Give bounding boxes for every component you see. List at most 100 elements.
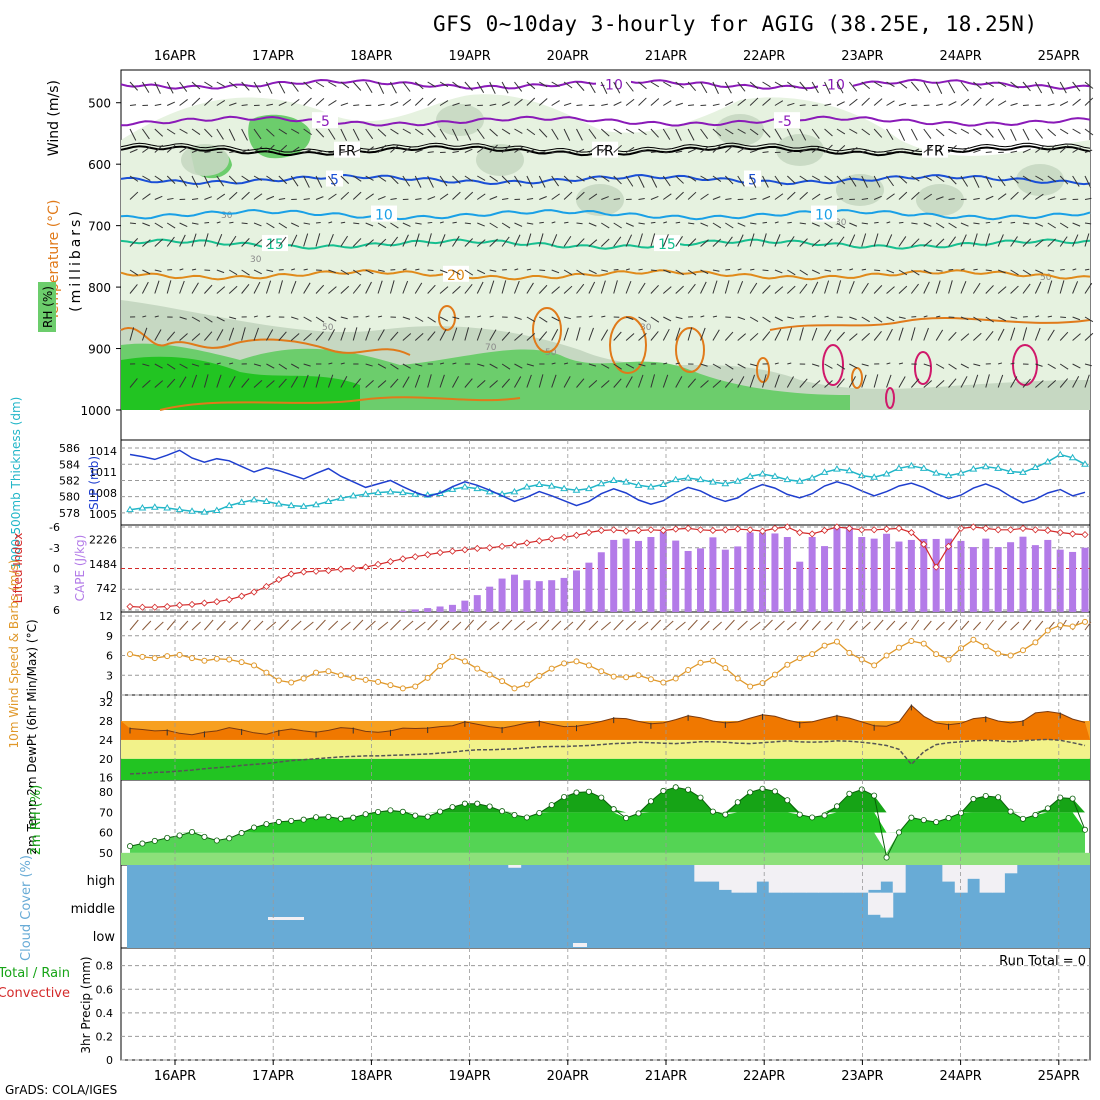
thickness-point [361, 490, 370, 497]
wind-barb [166, 363, 176, 370]
wind-barb [241, 191, 250, 200]
thickness-point [535, 480, 544, 488]
wind-barb [588, 175, 597, 181]
wind-barb [972, 175, 980, 188]
wind-barb [563, 327, 569, 341]
wind-barb [278, 144, 288, 153]
wind-barb [501, 378, 511, 388]
wind-barb [625, 280, 632, 294]
wind-speed-point [846, 649, 853, 656]
wind-barb [762, 374, 767, 388]
wind-barb [923, 239, 933, 247]
wind-barb [154, 363, 163, 369]
wind-barb [377, 222, 387, 229]
wind-barb [315, 128, 325, 138]
wind-barb [154, 103, 162, 106]
wind-barb [390, 128, 399, 135]
cape-bar [907, 539, 915, 612]
wind-barb [724, 175, 734, 185]
wind-barb [997, 128, 1006, 141]
wind-barb [948, 331, 957, 341]
wind-barb [687, 269, 697, 276]
wind-barb [638, 97, 647, 106]
thickness-point [510, 487, 519, 495]
wind-barb [229, 102, 237, 106]
cape-bar [535, 581, 543, 612]
wind-barb [935, 175, 945, 183]
rh-point [697, 794, 704, 801]
wind-barb [340, 362, 345, 365]
wind-barb [638, 128, 647, 136]
rh-point [871, 792, 878, 799]
thickness-point [597, 479, 606, 487]
wind-barb [811, 146, 821, 153]
wind10m-barb [166, 619, 176, 631]
wind-barb [439, 128, 448, 140]
temperature-contour-ring-30 [822, 344, 844, 386]
wind-speed-point [424, 674, 431, 681]
cape-bar [845, 526, 853, 612]
wind-barb [266, 238, 275, 247]
wind-barb [526, 175, 534, 188]
wind-barb [1072, 281, 1079, 294]
wind-barb [898, 191, 908, 200]
wind-speed-point [127, 651, 133, 658]
cloud-cell [508, 865, 522, 868]
wind-speed-point [672, 675, 679, 682]
wind-barb [538, 98, 548, 106]
wind-barb [1059, 236, 1068, 247]
wind-barb [166, 128, 176, 135]
wind-barb [191, 222, 199, 225]
wind-barb [1084, 222, 1092, 225]
top-date-label: 21APR [645, 49, 687, 64]
wind-barb [588, 128, 597, 140]
wind-barb [142, 175, 151, 181]
li-point [498, 542, 506, 550]
wind-barb [1084, 282, 1093, 294]
wind-barb [1059, 101, 1069, 106]
wind-barb [377, 329, 385, 341]
wind-barb [811, 222, 820, 227]
wind-barb [601, 103, 608, 106]
wind-barb [985, 195, 994, 200]
wind-barb [613, 280, 618, 294]
wind-barb [179, 222, 188, 228]
wind-barb [935, 128, 945, 137]
wind-barb [526, 128, 536, 136]
cape-bar [759, 532, 767, 612]
wind-speed-point [933, 651, 940, 658]
rh-point [548, 802, 555, 809]
thickness-point [460, 482, 469, 490]
wind-barb [762, 233, 767, 247]
wind-speed-point [920, 640, 927, 647]
wind-barb [675, 269, 684, 276]
rh-point [920, 817, 927, 824]
wind-barb [588, 81, 596, 94]
wind-barb [625, 234, 633, 247]
wind-barb [203, 374, 209, 388]
wind-barb [799, 222, 806, 225]
wind10m-barb [910, 619, 920, 631]
wind-barb [415, 268, 420, 271]
wind-barb [973, 363, 981, 367]
temp-band [121, 758, 1090, 780]
wind-barb [340, 191, 350, 200]
wind-barb [129, 81, 139, 91]
wind-barb [290, 363, 300, 369]
wind-barb [179, 333, 188, 341]
cloud-sky [127, 865, 1090, 948]
wind-barb [414, 97, 424, 106]
wind10m-barb [935, 621, 945, 631]
isotherm-label: FR [926, 144, 944, 160]
thickness-point [572, 486, 581, 493]
wind-barb [154, 195, 163, 200]
wind-barb [836, 144, 846, 153]
rh-light-region [121, 94, 1090, 411]
wind-barb [229, 362, 234, 365]
wind-barb [1035, 193, 1044, 200]
wind-barb [204, 221, 210, 224]
wind10m-barb [129, 619, 139, 631]
wind-barb [551, 316, 560, 322]
wind-barb [191, 316, 201, 322]
cloud-cell [268, 917, 304, 920]
